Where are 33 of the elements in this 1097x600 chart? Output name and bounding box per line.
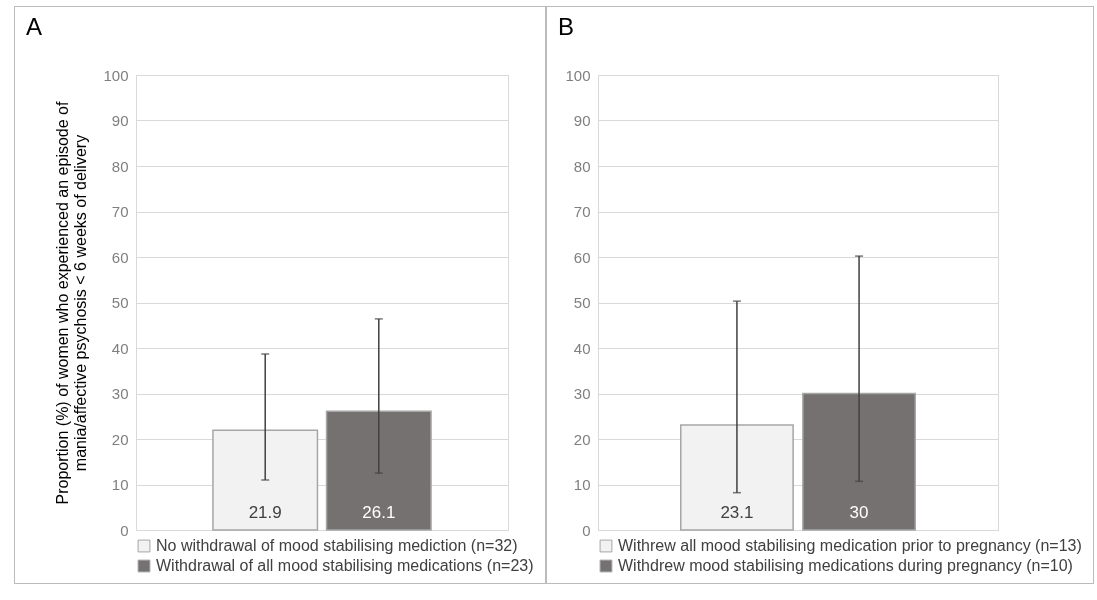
y-tick-label: 30 (573, 385, 591, 402)
y-tick-label: 90 (573, 112, 591, 129)
data-label: 26.1 (362, 503, 396, 522)
y-tick-label: 20 (111, 430, 129, 448)
y-tick-label: 30 (111, 385, 129, 402)
y-axis-title: Proportion (%) of women who experienced an episode of mania/affective psychosis < 6 weeks of delivery (54, 101, 90, 505)
y-tick-label: 0 (120, 521, 129, 539)
y-tick-label: 0 (582, 521, 591, 539)
data-label: 30 (849, 503, 869, 522)
legend-label: Withdrew mood stabilising medications during pregnancy (n=10) (618, 557, 1073, 574)
y-tick-label: 40 (573, 339, 591, 357)
y-tick-label: 60 (573, 248, 591, 266)
y-tick-label: 90 (111, 112, 129, 129)
y-tick-label: 80 (111, 157, 129, 175)
chart-title: A (26, 13, 43, 40)
y-tick-label: 10 (573, 476, 591, 493)
legend-label: Withdrawal of all mood stabilising medications (n=23) (156, 557, 534, 574)
y-tick-label: 100 (565, 66, 591, 84)
y-tick-label: 20 (573, 430, 591, 448)
y-tick-label: 10 (111, 476, 129, 493)
y-tick-label: 40 (111, 339, 129, 357)
chart-title: B (558, 13, 575, 40)
y-tick-label: 60 (111, 248, 129, 266)
data-label: 23.1 (720, 503, 754, 522)
y-tick-label: 70 (573, 203, 591, 220)
y-tick-label: 80 (573, 157, 591, 175)
legend-label: Withrew all mood stabilising medication prior to pregnancy (n=13) (618, 537, 1082, 554)
y-tick-label: 50 (111, 294, 129, 311)
y-tick-label: 50 (573, 294, 591, 311)
legend-label: No withdrawal of mood stabilising mediction (n=32) (156, 537, 518, 554)
data-label: 21.9 (248, 503, 282, 522)
y-tick-label: 100 (103, 66, 129, 84)
y-tick-label: 70 (111, 203, 129, 220)
